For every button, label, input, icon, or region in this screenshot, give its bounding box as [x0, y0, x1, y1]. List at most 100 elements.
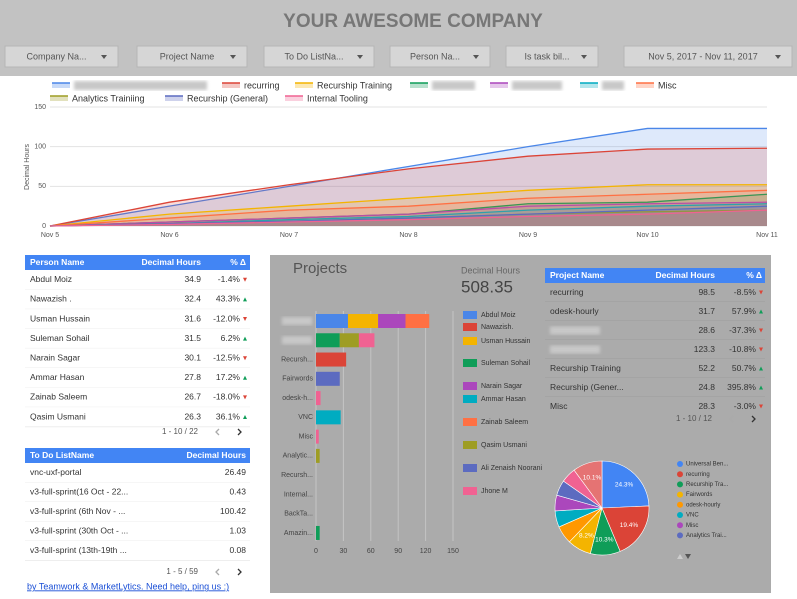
legend-dot — [677, 481, 683, 488]
legend-label: recurring — [686, 472, 710, 478]
legend-label: Narain Sagar — [481, 383, 523, 390]
filter-dropdown[interactable] — [136, 45, 248, 68]
filter-dropdown[interactable] — [623, 45, 793, 68]
table-row — [545, 321, 765, 340]
y-axis-label: Decimal Hours — [24, 144, 31, 190]
x-tick-label: 150 — [447, 548, 459, 555]
dropdown-caret — [357, 55, 363, 59]
line — [49, 147, 768, 227]
legend-label: Zainab Saleem — [481, 419, 528, 426]
table-cell: -10.8% — [729, 344, 756, 354]
column-header[interactable]: % Δ — [230, 257, 246, 267]
table-cell: 31.5 — [184, 333, 201, 343]
slice-label: 10.1% — [583, 474, 602, 481]
legend-dot — [677, 491, 683, 498]
slice-label: 19.4% — [620, 522, 639, 529]
column-header[interactable]: Project Name — [550, 270, 605, 280]
y-tick-label: 0 — [42, 223, 46, 230]
table-cell: Recurship (Gener... — [550, 382, 624, 392]
table-cell: v3-full-sprint (13th-19th ... — [30, 545, 127, 555]
table-cell: 31.6 — [184, 313, 201, 323]
table-cell: 26.49 — [225, 467, 247, 477]
next-page[interactable] — [237, 568, 242, 576]
dropdown-caret — [101, 55, 107, 59]
table-cell: Narain Sagar — [30, 352, 80, 362]
table-cell: 123.3 — [694, 344, 716, 354]
filter-dropdown[interactable] — [389, 45, 491, 68]
filter-dropdown[interactable] — [505, 45, 599, 68]
legend-swatch — [410, 83, 428, 88]
line — [49, 201, 768, 227]
table-cell: v3-full-sprint (6th Nov - ... — [30, 506, 125, 516]
legend-label: Nawazish. — [481, 324, 513, 331]
redacted — [512, 81, 562, 90]
area — [50, 190, 767, 226]
legend-label: VNC — [686, 513, 699, 519]
legend-label: Ammar Hasan — [481, 396, 526, 403]
x-tick-label: Nov 5 — [41, 232, 59, 239]
delta-arrow — [243, 375, 247, 380]
legend-label: Analytics Trainiing — [72, 93, 145, 103]
legend-swatch — [463, 311, 477, 319]
x-tick-label: Nov 8 — [399, 232, 417, 239]
legend-swatch — [222, 83, 240, 88]
legend-page-down[interactable] — [685, 554, 691, 559]
prev-page[interactable] — [729, 415, 734, 423]
delta-arrow — [759, 366, 763, 371]
bar-segment — [405, 314, 430, 328]
table-cell: 31.7 — [698, 306, 715, 316]
table-row — [25, 309, 250, 329]
legend-dot — [677, 512, 683, 518]
prev-page[interactable] — [215, 568, 220, 576]
next-page[interactable] — [237, 428, 242, 436]
column-header[interactable]: To Do ListName — [30, 450, 94, 460]
table-cell: 0.43 — [229, 487, 246, 497]
delta-arrow — [759, 328, 763, 333]
line — [49, 205, 768, 227]
table-cell: 27.8 — [184, 372, 201, 382]
table-cell: 50.7% — [732, 363, 757, 373]
bar-segment — [316, 314, 348, 328]
column-header[interactable]: Person Name — [30, 257, 85, 267]
bar-segment — [316, 410, 341, 425]
column-header[interactable]: Decimal Hours — [186, 450, 246, 460]
legend-page-up[interactable] — [677, 554, 683, 559]
area — [50, 210, 767, 226]
table-cell: 17.2% — [216, 372, 241, 382]
table-cell: 395.8% — [727, 382, 756, 392]
legend-swatch — [165, 96, 183, 101]
legend-dot — [677, 471, 683, 478]
legend-swatch — [463, 337, 477, 345]
table-cell: 26.3 — [184, 411, 201, 421]
filter-dropdown[interactable] — [263, 45, 375, 68]
table-row — [545, 397, 765, 410]
next-page[interactable] — [751, 415, 756, 423]
table-cell: v3-full-sprint (30th Oct - ... — [30, 526, 128, 536]
column-header[interactable]: Decimal Hours — [655, 270, 715, 280]
dropdown-caret — [230, 55, 236, 59]
table-row — [545, 340, 765, 359]
bar-segment — [358, 333, 375, 348]
redacted — [602, 81, 624, 90]
table-cell: -37.3% — [729, 325, 756, 335]
filter-label: Company Na... — [26, 51, 86, 61]
table-row — [545, 359, 765, 378]
table-cell: 30.1 — [184, 352, 201, 362]
table-row — [25, 502, 250, 522]
legend-swatch — [285, 96, 303, 101]
y-tick-label: BackTa... — [284, 511, 313, 518]
column-header[interactable]: Decimal Hours — [141, 257, 201, 267]
legend-label: Abdul Moiz — [481, 312, 516, 319]
table-cell: -12.5% — [213, 352, 240, 362]
prev-page[interactable] — [215, 428, 220, 436]
bar-segment — [339, 333, 359, 348]
column-header[interactable]: % Δ — [746, 270, 762, 280]
delta-arrow — [243, 415, 247, 419]
y-tick-label: VNC — [298, 414, 313, 421]
footer-link[interactable]: by Teamwork & MarketLytics. Need help, p… — [27, 581, 229, 591]
line — [49, 184, 767, 227]
table-row — [25, 328, 250, 349]
redacted — [282, 336, 312, 345]
y-tick-label: Fairwords — [282, 376, 313, 383]
filter-dropdown[interactable] — [4, 45, 119, 68]
